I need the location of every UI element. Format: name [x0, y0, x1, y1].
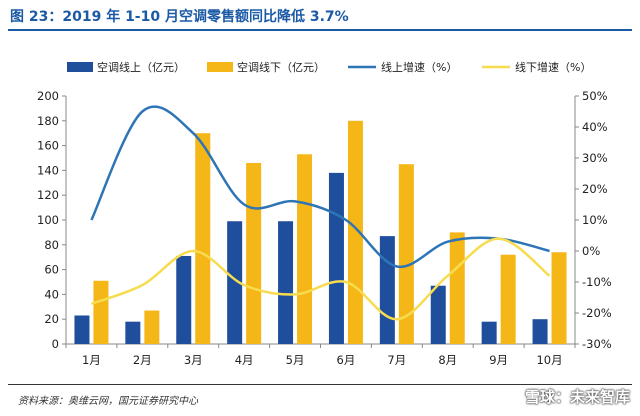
- x-tick-label: 6月: [337, 353, 356, 367]
- right-tick-label: 20%: [582, 182, 608, 196]
- right-tick-label: 0%: [582, 244, 600, 258]
- bar-offline: [246, 162, 262, 344]
- bar-offline: [551, 252, 567, 344]
- x-tick-label: 4月: [235, 353, 254, 367]
- left-tick-label: 140: [37, 163, 59, 177]
- bar-offline: [195, 133, 211, 344]
- x-tick-label: 7月: [387, 353, 406, 367]
- bar-offline: [297, 154, 313, 344]
- x-tick-label: 1月: [82, 353, 101, 367]
- right-tick-label: 10%: [582, 213, 608, 227]
- left-tick-label: 0: [52, 337, 59, 351]
- left-tick-label: 80: [44, 238, 59, 252]
- x-tick-label: 5月: [286, 353, 305, 367]
- legend-offline-line-label: 线下增速（%）: [515, 60, 591, 74]
- right-tick-label: -10%: [582, 275, 612, 289]
- legend-online-bar-label: 空调线上（亿元）: [97, 60, 185, 74]
- bar-online: [125, 321, 141, 344]
- x-tick-label: 10月: [536, 353, 562, 367]
- left-tick-label: 40: [44, 287, 59, 301]
- x-tick-label: 9月: [489, 353, 508, 367]
- left-tick-label: 20: [44, 312, 59, 326]
- left-tick-label: 200: [37, 89, 59, 103]
- footer-divider: [8, 384, 632, 385]
- chart: 空调线上（亿元） 空调线下（亿元） 线上增速（%） 线下增速（%） 0 20 40 60 80…: [37, 60, 612, 367]
- right-tick-label: -30%: [582, 337, 612, 351]
- right-tick-label: 30%: [582, 151, 608, 165]
- bar-online: [227, 221, 243, 344]
- bar-offline: [93, 280, 109, 344]
- bar-online: [176, 255, 192, 344]
- bar-online: [74, 315, 90, 344]
- bar-offline: [398, 164, 414, 344]
- left-tick-label: 160: [37, 139, 59, 153]
- x-tick-label: 3月: [184, 353, 203, 367]
- bar-offline: [347, 120, 363, 344]
- chart-title: 图 23：2019 年 1-10 月空调零售额同比降低 3.7%: [10, 9, 349, 25]
- left-tick-label: 120: [37, 188, 59, 202]
- axes: 0 20 40 60 80 100 120 140 160 180 200 -30% -20% -10% 0…: [37, 89, 612, 367]
- legend-offline-bar-label: 空调线下（亿元）: [237, 60, 325, 74]
- x-tick-label: 8月: [438, 353, 457, 367]
- bar-online: [430, 285, 446, 344]
- bar-offline: [449, 232, 465, 344]
- left-tick-label: 180: [37, 114, 59, 128]
- title-divider: [8, 29, 632, 31]
- line-offline-growth: [91, 237, 551, 321]
- watermark: 雪球：未来智库: [524, 388, 630, 406]
- x-tick-label: 2月: [133, 353, 152, 367]
- left-tick-label: 100: [37, 213, 59, 227]
- right-tick-label: 50%: [582, 89, 608, 103]
- legend-online-line-label: 线上增速（%）: [381, 60, 457, 74]
- bar-online: [278, 221, 294, 344]
- legend: 空调线上（亿元） 空调线下（亿元） 线上增速（%） 线下增速（%）: [67, 60, 591, 74]
- bar-offline: [144, 310, 160, 344]
- bar-online: [379, 236, 395, 344]
- right-tick-label: -20%: [582, 306, 612, 320]
- left-tick-label: 60: [44, 263, 59, 277]
- bar-online: [328, 172, 344, 344]
- bar-online: [481, 321, 497, 344]
- legend-online-bar-swatch: [67, 62, 93, 72]
- line-online-growth: [90, 105, 550, 269]
- legend-offline-bar-swatch: [207, 62, 233, 72]
- source-note: 资料来源：奥维云网，国元证券研究中心: [18, 396, 198, 407]
- lines: [90, 105, 551, 321]
- bar-offline: [500, 254, 516, 344]
- bars: [74, 120, 567, 344]
- bar-online: [532, 319, 548, 344]
- right-tick-label: 40%: [582, 120, 608, 134]
